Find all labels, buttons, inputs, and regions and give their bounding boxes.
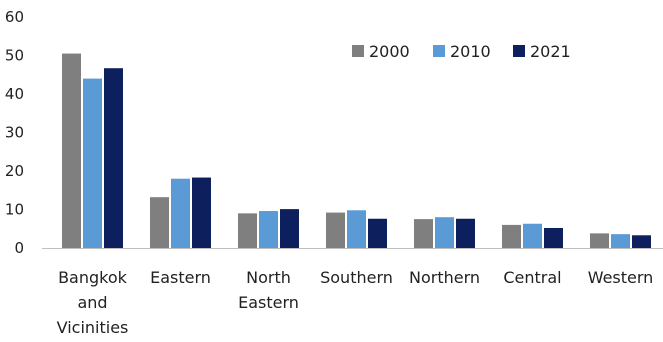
bar-2000-bangkok-and-vicinities <box>62 53 81 249</box>
bar-2021-northern <box>456 218 475 248</box>
x-tick-label: North <box>246 268 291 287</box>
bar-2000-northern <box>414 219 433 248</box>
y-tick-label: 40 <box>5 85 24 103</box>
y-tick-label: 50 <box>5 47 24 65</box>
x-tick-label: Western <box>588 268 654 287</box>
legend-label-2021: 2021 <box>530 42 571 61</box>
bar-2010-southern <box>347 210 366 248</box>
bar-2010-north-eastern <box>259 211 278 248</box>
x-tick-label: Northern <box>409 268 480 287</box>
legend-swatch-2021 <box>513 45 525 57</box>
x-tick-label: Bangkok <box>58 268 128 287</box>
bar-2000-southern <box>326 212 345 248</box>
x-tick-label: Vicinities <box>57 318 129 337</box>
bar-2010-eastern <box>171 178 190 248</box>
y-tick-label: 0 <box>14 239 24 257</box>
bar-2021-central <box>544 227 563 248</box>
bar-2021-bangkok-and-vicinities <box>104 68 123 248</box>
x-tick-label: and <box>77 293 107 312</box>
x-tick-label: Southern <box>320 268 393 287</box>
legend: 2000 2010 2021 <box>352 42 571 61</box>
bar-2000-north-eastern <box>238 213 257 248</box>
x-axis: Bangkok and Vicinities Eastern North Eastern S… <box>42 248 663 337</box>
bar-2000-central <box>502 224 521 248</box>
bar-2010-northern <box>435 217 454 248</box>
y-tick-label: 30 <box>5 124 24 142</box>
y-axis: 0 10 20 30 40 50 60 <box>5 8 24 257</box>
bar-2000-western <box>590 233 609 248</box>
bar-2021-eastern <box>192 177 211 248</box>
bar-2021-north-eastern <box>280 209 299 248</box>
bar-2010-central <box>523 223 542 248</box>
legend-swatch-2000 <box>352 45 364 57</box>
y-tick-label: 60 <box>5 8 24 26</box>
y-tick-label: 20 <box>5 162 24 180</box>
legend-swatch-2010 <box>433 45 445 57</box>
bar-2021-western <box>632 235 651 248</box>
y-tick-label: 10 <box>5 201 24 219</box>
legend-label-2010: 2010 <box>450 42 491 61</box>
x-tick-label: Eastern <box>150 268 211 287</box>
legend-label-2000: 2000 <box>369 42 410 61</box>
bar-2010-bangkok-and-vicinities <box>83 78 102 248</box>
x-tick-label: Eastern <box>238 293 299 312</box>
x-tick-label: Central <box>503 268 561 287</box>
bar-2000-eastern <box>150 197 169 248</box>
bar-series-group <box>62 53 651 249</box>
bar-2021-southern <box>368 218 387 248</box>
bar-2010-western <box>611 234 630 248</box>
